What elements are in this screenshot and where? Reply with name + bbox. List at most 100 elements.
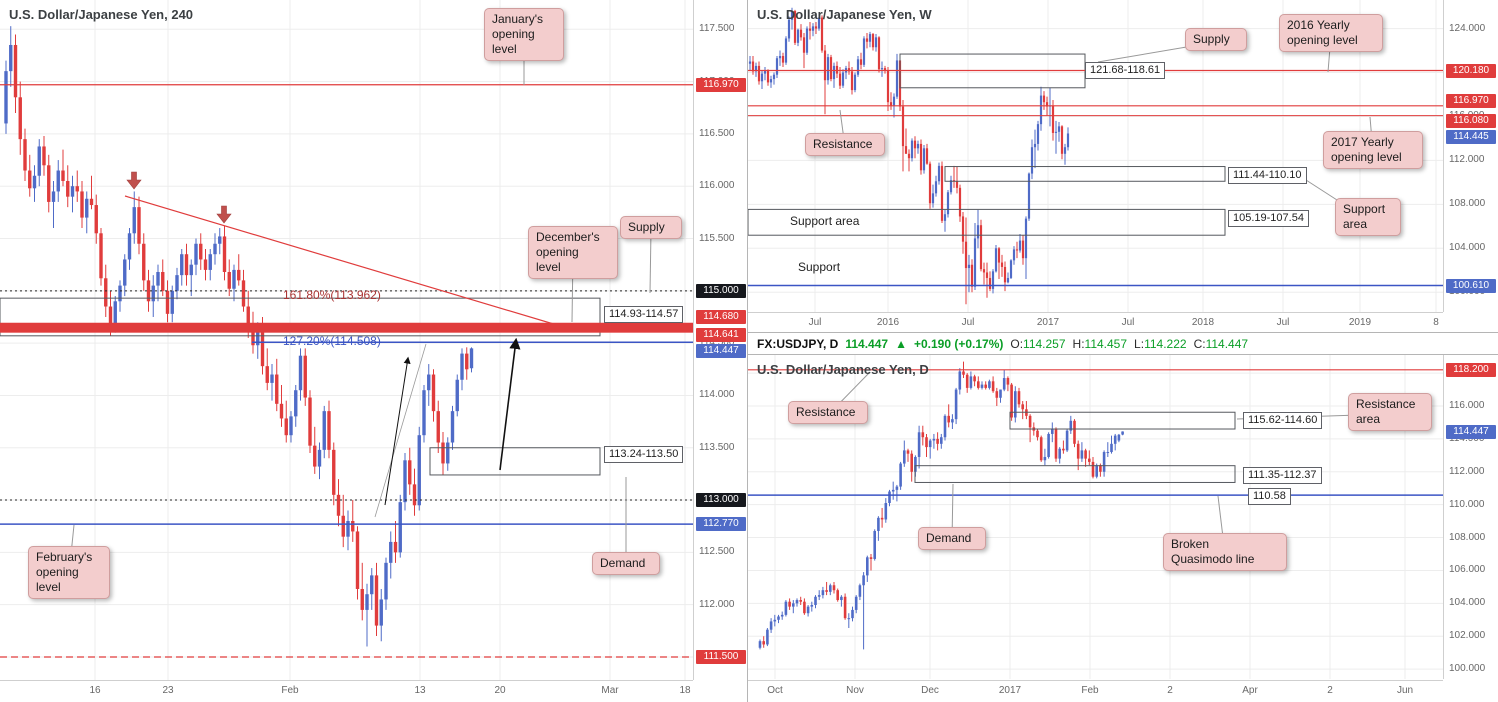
chart-plot-4h[interactable]: U.S. Dollar/Japanese Yen, 240 January's …	[0, 0, 693, 680]
time-axis-weekly[interactable]: Jul 2016 Jul 2017 Jul 2018 Jul 2019 8	[748, 312, 1443, 332]
ticker-direction-icon: ▲	[895, 336, 907, 351]
december-opening-band[interactable]	[0, 322, 693, 333]
down-arrow-icon[interactable]	[126, 171, 142, 190]
daily-demand-zone[interactable]	[914, 465, 1236, 483]
callout-2016-yearly-opening[interactable]: 2016 Yearly opening level	[1279, 14, 1383, 52]
price-axis-daily[interactable]: 118.000116.000114.000112.000110.000108.0…	[1443, 355, 1498, 679]
price-tick-label: 100.000	[1449, 663, 1486, 675]
right-column: U.S. Dollar/Japanese Yen, W Supply 2016 Y…	[747, 0, 1498, 702]
time-tick-label: Feb	[281, 685, 299, 696]
zone-price-label: 111.44-110.10	[1228, 167, 1307, 184]
time-tick-label: 2018	[1191, 317, 1215, 328]
ticker-low-value: 114.222	[1144, 336, 1187, 351]
price-badge: 114.447	[1446, 424, 1496, 439]
price-tick-label: 112.000	[1449, 154, 1485, 166]
time-tick-label: Mar	[601, 685, 619, 696]
callout-broken-quasimodo[interactable]: Broken Quasimodo line	[1163, 533, 1287, 571]
price-badge: 114.447	[696, 343, 746, 358]
up-arrow-1[interactable]	[384, 356, 411, 506]
time-tick-label: 2017	[998, 685, 1022, 696]
zone-price-label: 111.35-112.37	[1243, 467, 1322, 484]
ticker-low: L:114.222	[1134, 337, 1187, 351]
chart-canvas-weekly[interactable]	[748, 0, 1443, 312]
price-badge: 114.680	[696, 310, 746, 325]
ticker-last-price: 114.447	[845, 336, 889, 351]
price-badge: 120.180	[1446, 63, 1496, 78]
demand-zone[interactable]	[429, 447, 601, 476]
callout-weekly-resistance[interactable]: Resistance	[805, 133, 885, 156]
price-axis-weekly[interactable]: 124.000120.000116.000112.000108.000104.0…	[1443, 0, 1498, 312]
symbol-info-bar: FX:USDJPY, D 114.447 ▲ +0.190 (+0.17%) O…	[748, 333, 1498, 355]
callout-december-opening[interactable]: December's opening level	[528, 226, 618, 279]
ticker-close-value: 114.447	[1205, 336, 1249, 351]
price-tick-label: 116.500	[699, 127, 735, 139]
callout-daily-resistance[interactable]: Resistance	[788, 401, 868, 424]
gray-projection-line[interactable]	[374, 343, 427, 518]
price-tick-label: 112.000	[1449, 465, 1485, 477]
time-tick-label: 2	[1327, 685, 1333, 696]
time-axis-4h[interactable]: 16 23 Feb 13 20 Mar 18	[0, 680, 693, 702]
chart-plot-weekly[interactable]: U.S. Dollar/Japanese Yen, W Supply 2016 Y…	[748, 0, 1443, 312]
candlestick-series	[4, 26, 474, 647]
chart-plot-daily[interactable]: U.S. Dollar/Japanese Yen, D Resistance Re…	[748, 355, 1443, 679]
daily-resistance-zone[interactable]	[1009, 411, 1236, 430]
candlestick-series	[748, 7, 1070, 305]
price-badge: 113.000	[696, 493, 746, 508]
weekly-support-area-zone[interactable]	[748, 208, 1226, 236]
chart-canvas-daily[interactable]	[748, 355, 1443, 679]
ticker-symbol[interactable]: FX:USDJPY, D	[757, 336, 839, 351]
ticker-high: H:114.457	[1073, 337, 1128, 351]
callout-resistance-area[interactable]: Resistance area	[1348, 393, 1432, 431]
price-badge: 116.970	[1446, 93, 1496, 108]
price-badge: 114.445	[1446, 129, 1496, 144]
time-tick-label: 18	[679, 685, 691, 696]
price-tick-label: 112.000	[699, 598, 735, 610]
supply-zone[interactable]	[0, 297, 601, 337]
weekly-resistance-zone[interactable]	[944, 166, 1226, 182]
callout-weekly-supply[interactable]: Supply	[1185, 28, 1247, 51]
callout-supply[interactable]: Supply	[620, 216, 682, 239]
callout-demand[interactable]: Demand	[592, 552, 660, 575]
ticker-low-label: L:	[1134, 336, 1145, 351]
chart-annotation-text: 161.80%(113.962)	[283, 288, 381, 302]
ticker-change: +0.190 (+0.17%)	[913, 336, 1004, 351]
down-arrow-icon[interactable]	[216, 205, 232, 224]
price-badge: 116.080	[1446, 113, 1496, 128]
callout-february-opening[interactable]: February's opening level	[28, 546, 110, 599]
callout-2017-yearly-opening[interactable]: 2017 Yearly opening level	[1323, 131, 1423, 169]
price-badge: 100.610	[1446, 278, 1496, 293]
chart-panel-daily: U.S. Dollar/Japanese Yen, D Resistance Re…	[748, 355, 1498, 702]
price-badge: 116.970	[696, 77, 746, 92]
zone-price-label: 115.62-114.60	[1243, 412, 1323, 429]
price-badge: 114.641	[696, 328, 746, 343]
price-badge: 112.770	[696, 517, 746, 532]
price-badge: 118.200	[1446, 362, 1496, 377]
price-tick-label: 112.500	[699, 546, 735, 558]
time-tick-label: Nov	[846, 685, 864, 696]
time-axis-daily[interactable]: Oct Nov Dec 2017 Feb 2 Apr 2 Jun	[748, 680, 1443, 702]
callout-january-opening[interactable]: January's opening level	[484, 8, 564, 61]
zone-price-label: 114.93-114.57	[604, 306, 684, 323]
price-badge: 111.500	[696, 649, 746, 664]
time-tick-label: Dec	[921, 685, 939, 696]
ticker-open-value: 114.257	[1023, 336, 1066, 351]
price-tick-label: 116.000	[1449, 399, 1485, 411]
price-tick-label: 108.000	[1449, 198, 1486, 210]
price-tick-label: 113.500	[699, 441, 735, 453]
price-badge: 115.000	[696, 283, 746, 298]
descending-trendline[interactable]	[124, 195, 578, 332]
callout-weekly-support-area[interactable]: Support area	[1335, 198, 1401, 236]
ticker-close-label: C:	[1193, 336, 1206, 351]
price-axis-4h[interactable]: 117.500117.000116.500116.000115.500115.0…	[693, 0, 747, 680]
chart-title-4h: U.S. Dollar/Japanese Yen, 240	[9, 7, 194, 22]
chart-panel-4h: U.S. Dollar/Japanese Yen, 240 January's …	[0, 0, 747, 702]
callout-daily-demand[interactable]: Demand	[918, 527, 986, 550]
price-tick-label: 102.000	[1449, 630, 1486, 642]
time-tick-label: 23	[162, 685, 174, 696]
time-tick-label: 2	[1167, 685, 1173, 696]
up-arrow-2[interactable]	[499, 337, 521, 471]
time-tick-label: Jul	[961, 317, 975, 328]
chart-annotation-text: Support	[798, 260, 841, 274]
chart-annotation-text: Support area	[790, 214, 860, 228]
time-tick-label: 20	[494, 685, 506, 696]
